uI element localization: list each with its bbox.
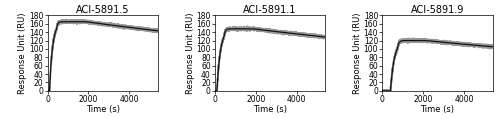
X-axis label: Time (s): Time (s)	[253, 105, 287, 114]
Y-axis label: Response Unit (RU): Response Unit (RU)	[186, 12, 195, 94]
X-axis label: Time (s): Time (s)	[420, 105, 454, 114]
Title: ACI-5891.9: ACI-5891.9	[410, 5, 464, 15]
Y-axis label: Response Unit (RU): Response Unit (RU)	[18, 12, 28, 94]
Title: ACI-5891.1: ACI-5891.1	[244, 5, 296, 15]
Title: ACI-5891.5: ACI-5891.5	[76, 5, 130, 15]
X-axis label: Time (s): Time (s)	[86, 105, 119, 114]
Y-axis label: Response Unit (RU): Response Unit (RU)	[354, 12, 362, 94]
